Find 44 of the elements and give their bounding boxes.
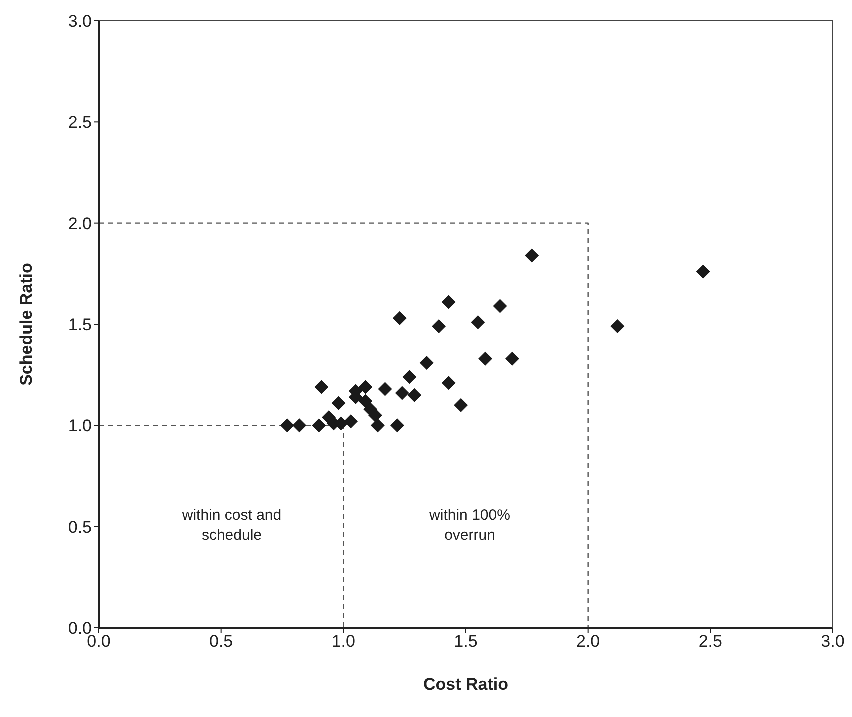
- point: [525, 248, 540, 263]
- point: [358, 380, 373, 394]
- point: [478, 352, 493, 366]
- y-axis-title: Schedule Ratio: [17, 263, 36, 386]
- x-tick-label: 1.0: [332, 632, 356, 652]
- x-tick-label: 2.5: [698, 632, 722, 652]
- point: [358, 394, 373, 408]
- point: [280, 418, 294, 433]
- point: [402, 370, 417, 384]
- point: [370, 418, 385, 433]
- point: [408, 388, 422, 402]
- point: [454, 398, 468, 412]
- point: [395, 386, 410, 400]
- point: [378, 382, 392, 396]
- annotation: within 100% overrun: [428, 506, 512, 546]
- point: [493, 299, 508, 314]
- point: [432, 320, 446, 334]
- x-axis-title: Cost Ratio: [424, 675, 508, 694]
- point: [292, 418, 307, 433]
- point: [442, 376, 456, 390]
- point: [696, 264, 710, 279]
- x-tick-label: 0.5: [210, 632, 234, 652]
- y-tick-label: 1.5: [68, 316, 92, 335]
- y-tick-label: 2.5: [68, 113, 92, 132]
- point: [344, 414, 358, 429]
- x-tick-label: 2.0: [576, 632, 600, 652]
- y-tick-label: 1.0: [68, 416, 92, 436]
- point: [610, 320, 625, 334]
- y-tick-label: 2.0: [68, 214, 92, 234]
- point: [332, 396, 346, 410]
- point: [368, 408, 382, 423]
- y-tick-label: 3.0: [68, 12, 92, 32]
- point: [442, 295, 456, 310]
- y-tick-label: 0.5: [68, 518, 92, 537]
- point: [420, 356, 434, 370]
- point: [390, 418, 404, 433]
- point: [392, 311, 407, 326]
- point: [312, 418, 326, 433]
- x-tick-label: 3.0: [821, 632, 845, 652]
- x-tick-label: 1.5: [454, 632, 478, 652]
- point: [505, 352, 520, 366]
- point: [314, 380, 329, 394]
- point: [471, 315, 486, 330]
- annotation: within cost and schedule: [181, 506, 283, 546]
